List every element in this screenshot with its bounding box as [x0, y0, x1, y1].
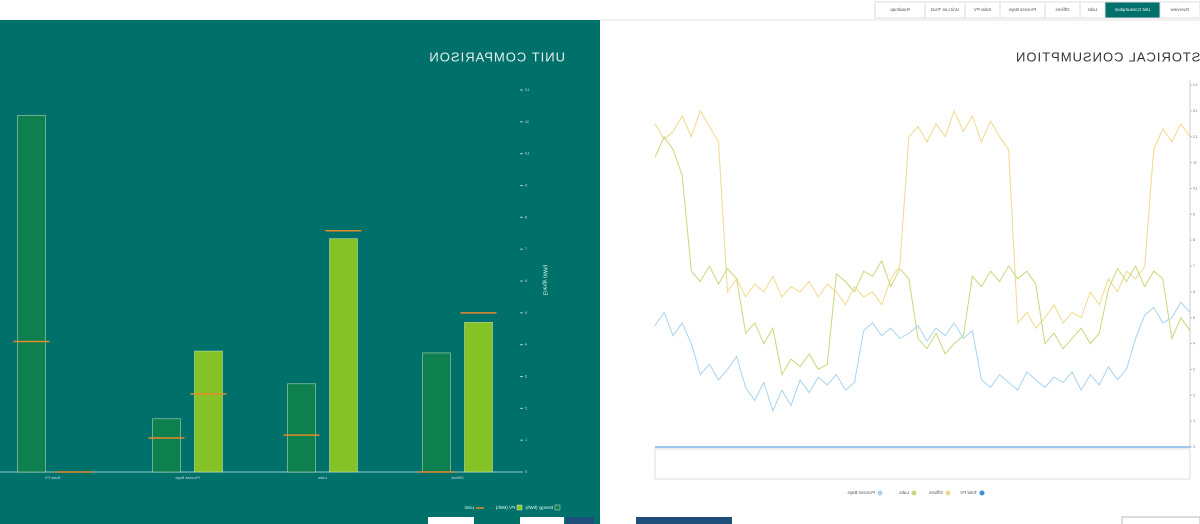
y-tick-label: 8	[524, 214, 527, 219]
tab-label[interactable]: Roadmap	[890, 7, 910, 12]
legend-swatch	[516, 504, 523, 511]
x-tick-label: Process Bays	[175, 475, 199, 480]
series-line	[654, 109, 1191, 329]
legend-label: Process Bays	[847, 490, 875, 495]
y-tick-label: 3	[524, 374, 527, 379]
y-tick-label: 3	[1192, 366, 1195, 371]
legend-dot	[945, 490, 951, 496]
button[interactable]	[1121, 516, 1200, 524]
y-tick-label: 0	[1192, 444, 1195, 449]
tab-label[interactable]: Solar PV	[974, 7, 992, 12]
chart-title: HISTORICAL CONSUMPTION	[1015, 49, 1200, 64]
button[interactable]	[636, 517, 732, 524]
tab-label[interactable]: Process Bays	[1008, 7, 1036, 12]
button[interactable]	[428, 517, 474, 524]
legend-label: Total PV	[960, 490, 977, 495]
tab-label[interactable]: Labs	[1087, 7, 1098, 12]
x-tick-label: Offices	[451, 475, 463, 480]
y-tick-label: 0	[524, 469, 527, 474]
y-tick-label: 6	[1192, 289, 1195, 294]
y-tick-label: 2	[524, 405, 527, 410]
series-line	[654, 301, 1191, 413]
legend-label: Limit	[464, 505, 474, 510]
legend-dot	[877, 490, 883, 496]
button[interactable]	[566, 517, 594, 524]
tab-label[interactable]: Overview	[1170, 7, 1190, 12]
legend-label: Energy (kWh)	[525, 505, 553, 510]
tab[interactable]	[874, 1, 926, 19]
y-tick-label: 12	[524, 87, 529, 92]
bar	[152, 418, 181, 473]
tab-label[interactable]: Offices	[1055, 7, 1070, 12]
y-tick-label: 11	[524, 119, 529, 124]
chart-title: UNIT COMPARISON	[428, 49, 565, 64]
legend-label: Labs	[898, 490, 909, 495]
y-tick-label: 9	[1192, 211, 1195, 216]
bar	[287, 383, 316, 473]
bar	[329, 238, 358, 473]
y-axis-title: Energy (kWh)	[542, 264, 548, 295]
bar	[422, 352, 451, 473]
y-tick-label: 14	[1192, 82, 1197, 87]
y-tick-label: 12	[1192, 134, 1197, 139]
y-tick-label: 5	[524, 310, 527, 315]
x-date-band	[654, 448, 1191, 480]
y-tick-label: 1	[1192, 418, 1195, 423]
bar	[17, 115, 46, 473]
tab-label[interactable]: Unit Consumption	[1114, 7, 1150, 12]
bar	[464, 322, 493, 473]
legend-swatch	[554, 504, 561, 511]
legend-label: PV (kWh)	[495, 505, 515, 510]
y-tick-label: 5	[1192, 315, 1195, 320]
legend-dot	[911, 490, 917, 496]
y-tick-label: 4	[524, 342, 527, 347]
y-tick-label: 10	[524, 151, 529, 156]
y-tick-label: 11	[1192, 160, 1197, 165]
y-tick-label: 6	[524, 278, 527, 283]
button[interactable]	[520, 517, 564, 524]
x-tick-label: Solar PV	[44, 475, 60, 480]
x-tick-label: Labs	[318, 475, 327, 480]
y-tick-label: 7	[524, 246, 527, 251]
y-tick-label: 4	[1192, 341, 1195, 346]
y-tick-label: 2	[1192, 392, 1195, 397]
y-tick-label: 13	[1192, 108, 1197, 113]
y-tick-label: 1	[524, 437, 527, 442]
tab-label[interactable]: Unit Lee Trust	[930, 7, 959, 12]
legend-dot	[979, 490, 985, 496]
series-line	[654, 135, 1191, 376]
y-tick-label: 9	[524, 183, 527, 188]
legend-label: Offices	[928, 490, 943, 495]
y-tick-label: 10	[1192, 185, 1197, 190]
y-tick-label: 8	[1192, 237, 1195, 242]
y-tick-label: 7	[1192, 263, 1195, 268]
bar	[194, 350, 223, 473]
